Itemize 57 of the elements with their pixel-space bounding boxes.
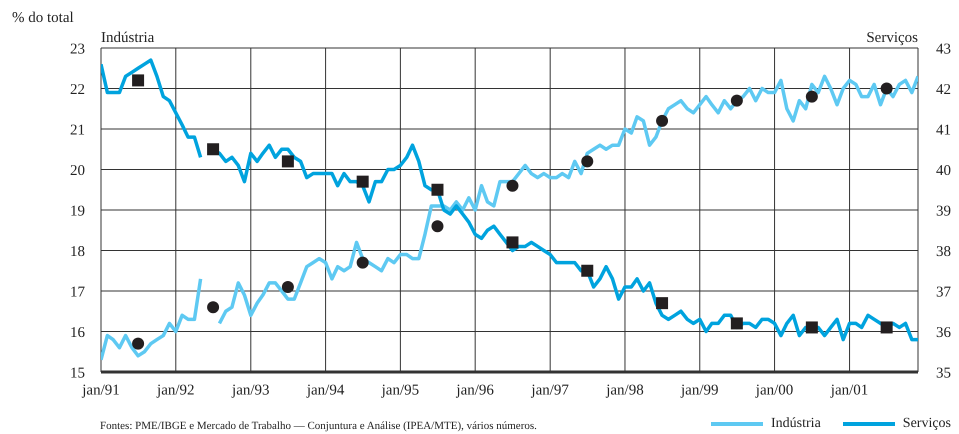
legend-label: Indústria (771, 416, 821, 432)
y2-tick-label: 39 (936, 203, 951, 220)
y2-tick-label: 35 (936, 365, 951, 382)
y2-tick-label: 41 (936, 122, 951, 138)
x-tick-label: jan/99 (680, 382, 719, 399)
point (806, 90, 818, 103)
point (880, 321, 893, 334)
point (356, 176, 369, 188)
point (806, 321, 818, 334)
y-tick-label: 22 (70, 82, 85, 98)
x-tick-label: jan/01 (830, 382, 868, 399)
y2-tick-label: 38 (936, 244, 951, 260)
text: Fontes: PME/IBGE e Mercado de Trabalho — Conjuntura e Análise (IPEA/MTE), vários números. (100, 420, 537, 432)
x-tick-label: jan/91 (81, 382, 120, 399)
y2-tick-label: 43 (936, 41, 951, 58)
y-tick-label: 20 (70, 162, 85, 179)
y-tick-label: 21 (70, 122, 85, 138)
point (207, 301, 220, 314)
point (581, 264, 594, 277)
x-tick-label: jan/95 (380, 382, 420, 399)
y2-axis-title: Serviços (866, 30, 918, 47)
y-tick-label: 16 (70, 324, 86, 341)
x-tick-label: jan/97 (530, 382, 570, 399)
point (282, 280, 294, 293)
y-tick-label: 18 (70, 244, 85, 260)
point (880, 82, 893, 94)
x-tick-label: jan/94 (306, 382, 345, 399)
y2-tick-label: 36 (936, 324, 952, 341)
x-tick-label: jan/96 (455, 382, 494, 399)
y2-tick-label: 40 (936, 162, 951, 179)
x-tick-label: jan/00 (754, 382, 794, 399)
point (581, 155, 594, 168)
point (282, 155, 294, 168)
y-axis-title: Indústria (101, 30, 154, 47)
point (207, 143, 220, 156)
point (656, 114, 668, 127)
point (132, 74, 144, 86)
y-tick-label: 15 (70, 365, 85, 382)
y-tick-label: 17 (70, 284, 86, 300)
point (356, 256, 369, 269)
y2-tick-label: 42 (936, 82, 951, 98)
x-tick-label: jan/92 (156, 382, 195, 399)
point (730, 317, 743, 330)
point (431, 220, 444, 232)
point (431, 184, 444, 196)
y-tick-label: 23 (70, 41, 85, 58)
point (730, 94, 743, 107)
point (132, 338, 144, 350)
y-tick-label: 19 (70, 203, 85, 220)
x-tick-label: jan/93 (231, 382, 270, 399)
x-tick-label: jan/98 (605, 382, 644, 399)
y2-tick-label: 37 (936, 284, 952, 300)
point (506, 180, 518, 192)
point (506, 236, 518, 248)
chart-title: % do total (12, 10, 74, 27)
legend-label: Serviços (902, 416, 951, 432)
point (656, 297, 668, 310)
